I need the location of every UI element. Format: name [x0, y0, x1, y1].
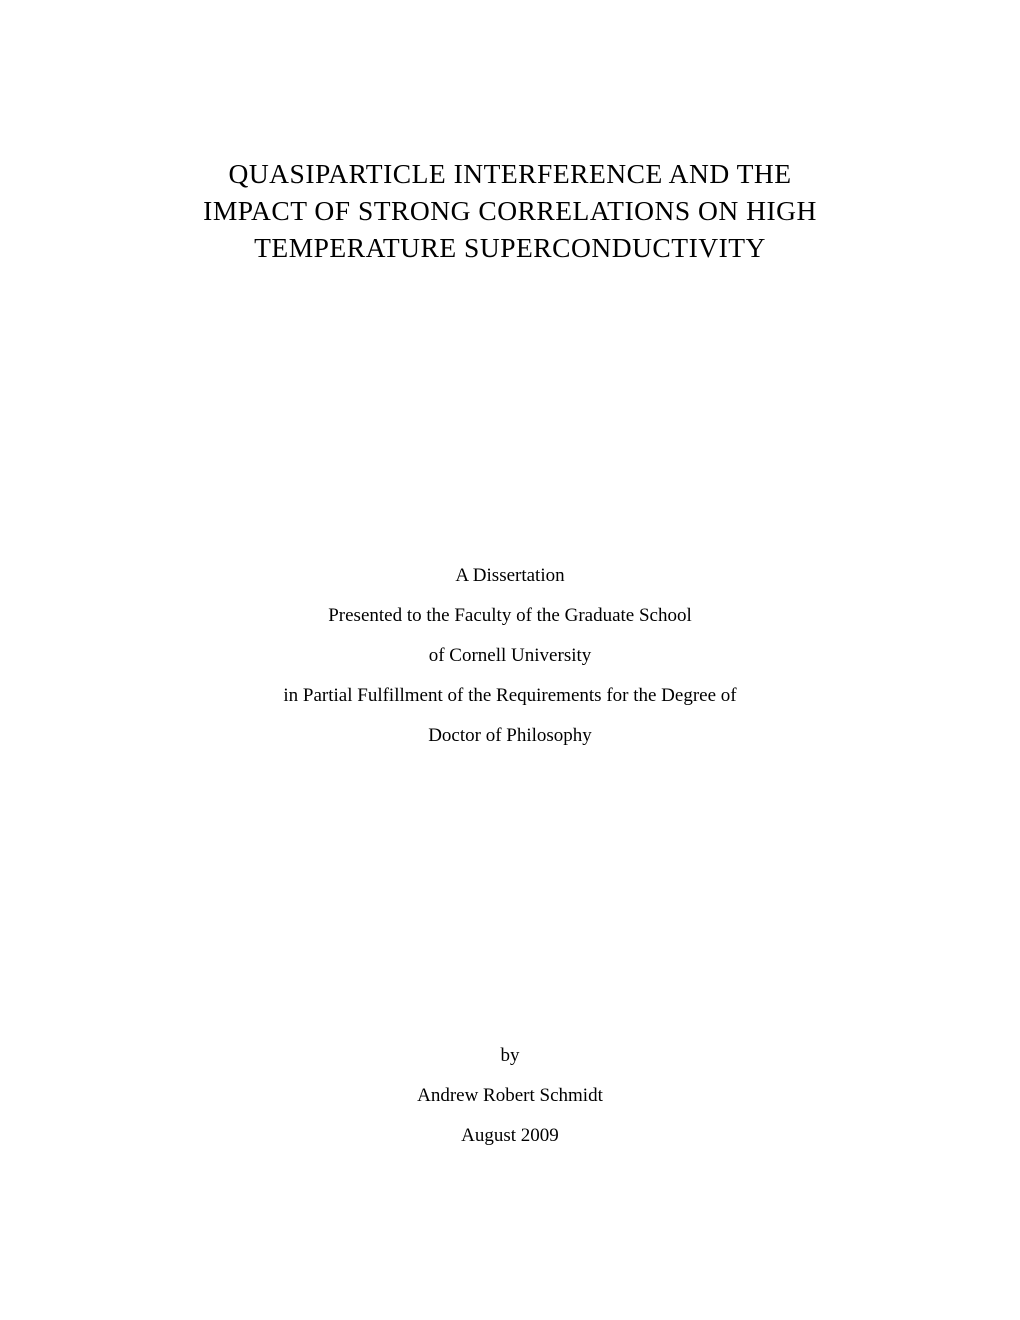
title-line-3: TEMPERATURE SUPERCONDUCTIVITY — [203, 229, 817, 266]
presentation-block: A Dissertation Presented to the Faculty … — [283, 556, 736, 755]
author-name: Andrew Robert Schmidt — [417, 1076, 603, 1116]
presented-to: Presented to the Faculty of the Graduate… — [283, 596, 736, 636]
fulfillment: in Partial Fulfillment of the Requiremen… — [283, 676, 736, 716]
title-page: QUASIPARTICLE INTERFERENCE AND THE IMPAC… — [0, 0, 1020, 1320]
dissertation-label: A Dissertation — [283, 556, 736, 596]
dissertation-title: QUASIPARTICLE INTERFERENCE AND THE IMPAC… — [203, 155, 817, 266]
degree: Doctor of Philosophy — [283, 716, 736, 756]
university: of Cornell University — [283, 636, 736, 676]
title-line-2: IMPACT OF STRONG CORRELATIONS ON HIGH — [203, 192, 817, 229]
date: August 2009 — [417, 1116, 603, 1156]
title-line-1: QUASIPARTICLE INTERFERENCE AND THE — [203, 155, 817, 192]
author-block: by Andrew Robert Schmidt August 2009 — [417, 1036, 603, 1156]
by-label: by — [417, 1036, 603, 1076]
